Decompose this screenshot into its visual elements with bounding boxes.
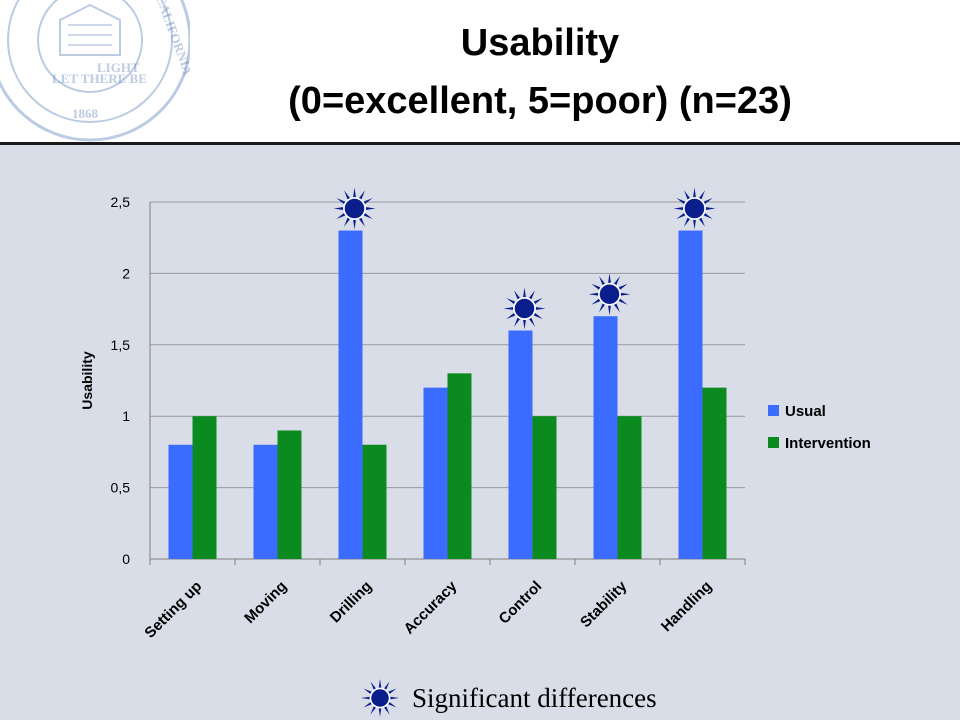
page-title: Usability <box>460 22 620 64</box>
bar-intervention-control <box>532 416 557 559</box>
bar-intervention-handling <box>702 387 727 559</box>
bar-intervention-moving <box>277 430 302 559</box>
y-tick-label: 1,5 <box>111 337 131 353</box>
seal-light: LIGHT <box>97 60 140 75</box>
star-burst-icon <box>361 679 399 717</box>
x-tick-label: Handling <box>658 578 715 635</box>
legend-label-intervention: Intervention <box>785 435 871 452</box>
x-tick-label: Setting up <box>141 578 205 642</box>
significance-star-icon <box>673 187 716 230</box>
significance-note: Significant differences <box>360 676 657 720</box>
x-tick-label: Drilling <box>327 578 376 627</box>
bar-usual-accuracy <box>423 387 448 559</box>
bar-usual-moving <box>253 444 278 559</box>
significance-star-icon <box>588 273 631 316</box>
x-tick-label: Accuracy <box>401 577 461 637</box>
x-tick-label: Stability <box>577 577 631 631</box>
y-tick-label: 0,5 <box>111 480 131 496</box>
bar-intervention-drilling <box>362 444 387 559</box>
legend-label-usual: Usual <box>785 403 826 420</box>
star-burst-shape <box>361 679 399 717</box>
legend-swatch-usual <box>768 405 779 416</box>
slide-header: LET THERE BE LIGHT 1868 CALIFORNIA Usabi… <box>0 0 960 145</box>
y-tick-label: 2,5 <box>111 194 131 210</box>
y-tick-label: 1 <box>122 408 130 424</box>
y-axis-label: Usability <box>79 351 95 410</box>
page-subtitle: (0=excellent, 5=poor) (n=23) <box>288 80 792 122</box>
bar-intervention-stability <box>617 416 642 559</box>
bar-intervention-setting-up <box>192 416 217 559</box>
x-tick-label: Moving <box>241 578 290 627</box>
y-tick-label: 2 <box>122 265 130 281</box>
seal-year: 1868 <box>72 106 99 121</box>
significance-note-label: Significant differences <box>412 682 657 713</box>
bar-usual-drilling <box>338 230 363 559</box>
bar-usual-control <box>508 330 533 559</box>
bar-intervention-accuracy <box>447 373 472 559</box>
bar-usual-setting-up <box>168 444 193 559</box>
legend-swatch-intervention <box>768 437 779 448</box>
bar-usual-stability <box>593 316 618 559</box>
significance-star-icon <box>503 287 546 330</box>
seal-motto: LET THERE BE <box>52 71 147 86</box>
y-tick-label: 0 <box>122 551 130 567</box>
x-tick-label: Control <box>496 578 546 628</box>
significance-star-icon <box>333 187 376 230</box>
university-seal-logo: LET THERE BE LIGHT 1868 CALIFORNIA <box>0 0 190 142</box>
bar-usual-handling <box>678 230 703 559</box>
